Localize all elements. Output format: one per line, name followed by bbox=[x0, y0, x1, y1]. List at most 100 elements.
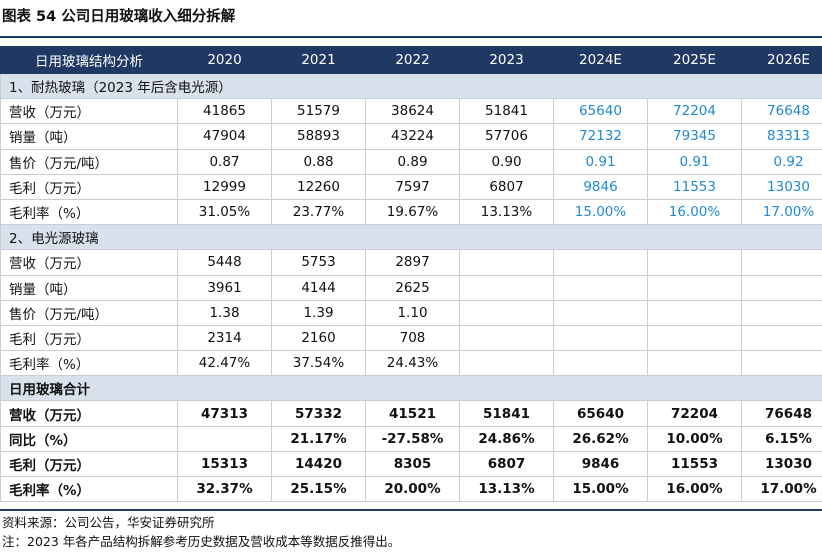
value-cell: 57706 bbox=[459, 123, 554, 150]
bottom-rule bbox=[0, 509, 822, 511]
value-cell bbox=[553, 249, 648, 276]
value-cell bbox=[741, 274, 822, 301]
value-cell bbox=[459, 350, 554, 377]
table-row: 营收（万元） 41865 51579 38624 51841 65640 72204 7664… bbox=[0, 98, 822, 125]
value-cell: 83313 bbox=[741, 123, 822, 150]
value-cell bbox=[177, 425, 272, 452]
value-cell bbox=[647, 324, 742, 352]
section-row: 1、耐热玻璃（2023 年后含电光源） bbox=[0, 72, 822, 100]
value-cell: 19.67% bbox=[365, 198, 460, 226]
value-cell: 43224 bbox=[365, 123, 460, 150]
value-cell bbox=[741, 324, 822, 352]
value-cell: 2314 bbox=[177, 324, 272, 352]
value-cell: 4144 bbox=[271, 274, 366, 301]
table-row: 售价（万元/吨） 0.87 0.88 0.89 0.90 0.91 0.91 0.92 bbox=[0, 148, 822, 175]
value-cell: 13030 bbox=[741, 450, 822, 478]
value-cell: 51841 bbox=[459, 400, 554, 427]
value-cell bbox=[741, 350, 822, 377]
header-cell-year: 2026E bbox=[741, 46, 822, 74]
value-cell: 0.87 bbox=[177, 148, 272, 175]
value-cell bbox=[459, 274, 554, 301]
row-label: 销量（吨） bbox=[0, 123, 178, 150]
value-cell: 57332 bbox=[271, 400, 366, 427]
value-cell: 7597 bbox=[365, 173, 460, 200]
value-cell: 12999 bbox=[177, 173, 272, 200]
row-label: 销量（吨） bbox=[0, 274, 178, 301]
row-label: 售价（万元/吨） bbox=[0, 148, 178, 175]
value-cell: 38624 bbox=[365, 98, 460, 125]
row-label: 同比（%） bbox=[0, 425, 178, 452]
table-row: 毛利率（%） 32.37% 25.15% 20.00% 13.13% 15.00% 16.0… bbox=[0, 475, 822, 503]
value-cell: 13.13% bbox=[459, 475, 554, 503]
value-cell: 15313 bbox=[177, 450, 272, 478]
value-cell: 26.62% bbox=[553, 425, 648, 452]
table-row: 毛利（万元） 2314 2160 708 bbox=[0, 324, 822, 352]
value-cell: 79345 bbox=[647, 123, 742, 150]
value-cell: 42.47% bbox=[177, 350, 272, 377]
value-cell: 32.37% bbox=[177, 475, 272, 503]
table-row: 营收（万元） 5448 5753 2897 bbox=[0, 249, 822, 276]
value-cell: 14420 bbox=[271, 450, 366, 478]
row-label: 毛利（万元） bbox=[0, 450, 178, 478]
value-cell: 1.38 bbox=[177, 299, 272, 326]
value-cell: 9846 bbox=[553, 450, 648, 478]
section-row: 日用玻璃合计 bbox=[0, 375, 822, 402]
value-cell bbox=[553, 350, 648, 377]
value-cell: 21.17% bbox=[271, 425, 366, 452]
header-cell-year: 2023 bbox=[459, 46, 554, 74]
value-cell: 3961 bbox=[177, 274, 272, 301]
section-label: 2、电光源玻璃 bbox=[0, 224, 822, 251]
header-cell-year: 2025E bbox=[647, 46, 742, 74]
value-cell: 708 bbox=[365, 324, 460, 352]
value-cell: 6.15% bbox=[741, 425, 822, 452]
value-cell: 11553 bbox=[647, 173, 742, 200]
value-cell: 0.92 bbox=[741, 148, 822, 175]
revenue-breakdown-table: 日用玻璃结构分析 2020 2021 2022 2023 2024E 2025E 2026E 1… bbox=[0, 46, 822, 503]
row-label: 毛利率（%） bbox=[0, 475, 178, 503]
row-label: 毛利（万元） bbox=[0, 173, 178, 200]
value-cell: 72132 bbox=[553, 123, 648, 150]
value-cell: 72204 bbox=[647, 400, 742, 427]
value-cell: 6807 bbox=[459, 450, 554, 478]
source-note: 资料来源：公司公告，华安证券研究所 bbox=[2, 515, 215, 530]
value-cell: 16.00% bbox=[647, 475, 742, 503]
value-cell: 5753 bbox=[271, 249, 366, 276]
value-cell bbox=[741, 299, 822, 326]
row-label: 营收（万元） bbox=[0, 98, 178, 125]
value-cell: 1.39 bbox=[271, 299, 366, 326]
value-cell: 37.54% bbox=[271, 350, 366, 377]
value-cell: 76648 bbox=[741, 400, 822, 427]
value-cell bbox=[553, 324, 648, 352]
value-cell: 65640 bbox=[553, 400, 648, 427]
value-cell: 12260 bbox=[271, 173, 366, 200]
value-cell bbox=[647, 249, 742, 276]
value-cell: 16.00% bbox=[647, 198, 742, 226]
value-cell: 24.86% bbox=[459, 425, 554, 452]
value-cell: 47904 bbox=[177, 123, 272, 150]
header-cell-year: 2024E bbox=[553, 46, 648, 74]
value-cell bbox=[647, 350, 742, 377]
row-label: 毛利（万元） bbox=[0, 324, 178, 352]
row-label: 毛利率（%） bbox=[0, 350, 178, 377]
table-row: 毛利率（%） 42.47% 37.54% 24.43% bbox=[0, 350, 822, 377]
value-cell: 31.05% bbox=[177, 198, 272, 226]
value-cell: 0.91 bbox=[553, 148, 648, 175]
figure-title: 图表 54 公司日用玻璃收入细分拆解 bbox=[2, 9, 236, 25]
section-label: 日用玻璃合计 bbox=[0, 375, 822, 402]
table-row: 毛利率（%） 31.05% 23.77% 19.67% 13.13% 15.00% 16.0… bbox=[0, 198, 822, 226]
value-cell: 1.10 bbox=[365, 299, 460, 326]
header-cell-year: 2022 bbox=[365, 46, 460, 74]
section-label: 1、耐热玻璃（2023 年后含电光源） bbox=[0, 72, 822, 100]
value-cell bbox=[741, 249, 822, 276]
table-row: 营收（万元） 47313 57332 41521 51841 65640 72204 7664… bbox=[0, 400, 822, 427]
value-cell bbox=[647, 299, 742, 326]
top-rule bbox=[0, 36, 822, 38]
value-cell: -27.58% bbox=[365, 425, 460, 452]
value-cell: 72204 bbox=[647, 98, 742, 125]
value-cell: 41865 bbox=[177, 98, 272, 125]
value-cell: 17.00% bbox=[741, 475, 822, 503]
value-cell: 13.13% bbox=[459, 198, 554, 226]
table-row: 同比（%） 21.17% -27.58% 24.86% 26.62% 10.00% 6.15… bbox=[0, 425, 822, 452]
value-cell: 47313 bbox=[177, 400, 272, 427]
value-cell bbox=[647, 274, 742, 301]
